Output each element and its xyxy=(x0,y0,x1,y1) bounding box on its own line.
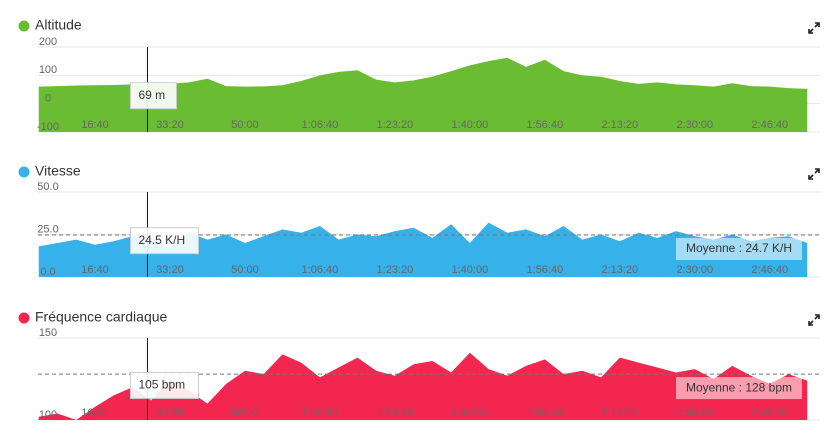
x-tick-label: 50:00 xyxy=(231,264,259,276)
y-tick-label: -100 xyxy=(37,121,59,133)
x-tick-label: 16:40 xyxy=(81,119,109,131)
tooltip: 24.5 K/H xyxy=(138,233,185,247)
x-tick-label: 1:40:00 xyxy=(452,264,489,276)
x-tick-label: 2:46:40 xyxy=(751,119,788,131)
x-tick-label: 1:56:40 xyxy=(526,119,563,131)
y-tick-label: 0 xyxy=(45,93,51,105)
x-tick-label: 2:13:20 xyxy=(601,119,638,131)
y-tick-label: 50.0 xyxy=(37,181,58,193)
expand-icon-arrows xyxy=(808,22,820,34)
x-tick-label: 33:20 xyxy=(156,264,184,276)
area xyxy=(38,57,808,133)
tooltip-box xyxy=(129,371,199,399)
legend-dot xyxy=(18,166,30,178)
x-tick-label: 1:06:40 xyxy=(302,119,339,131)
x-tick-label: 1:06:40 xyxy=(302,264,339,276)
expand-icon-arrows xyxy=(808,168,820,180)
x-tick-label: 2:30:00 xyxy=(676,119,713,131)
x-tick-label: 50:00 xyxy=(231,119,259,131)
area xyxy=(38,222,808,277)
x-tick-label: 2:46:40 xyxy=(751,264,788,276)
y-tick-label: 200 xyxy=(39,36,57,48)
chart-title: Fréquence cardiaque xyxy=(35,309,168,325)
area xyxy=(38,352,808,420)
x-tick-label: 1:40:00 xyxy=(452,407,489,419)
tooltip: 69 m xyxy=(138,88,165,102)
x-tick-label: 33:20 xyxy=(156,119,184,131)
legend-dot xyxy=(18,20,30,32)
x-tick-label: 50:00 xyxy=(231,407,259,419)
expand-icon[interactable] xyxy=(808,168,820,180)
x-tick-label: 1:56:40 xyxy=(526,407,563,419)
x-tick-label: 2:30:00 xyxy=(676,407,713,419)
average-label: Moyenne : 128 bpm xyxy=(686,380,792,394)
x-tick-label: 2:30:00 xyxy=(676,264,713,276)
x-tick-label: 1:56:40 xyxy=(526,264,563,276)
legend-dot xyxy=(18,312,30,324)
x-tick-label: 2:13:20 xyxy=(601,264,638,276)
tooltip: 105 bpm xyxy=(138,378,185,392)
tooltip-box xyxy=(129,82,177,110)
x-tick-label: 1:23:20 xyxy=(377,407,414,419)
y-tick-label: 150 xyxy=(39,327,57,339)
y-tick-label: 100 xyxy=(39,409,57,421)
x-tick-label: 1:40:00 xyxy=(452,119,489,131)
x-tick-label: 33:20 xyxy=(156,407,184,419)
x-tick-label: 16:40 xyxy=(81,264,109,276)
y-tick-label: 25.0 xyxy=(37,223,58,235)
average-box xyxy=(676,238,802,261)
x-tick-label: 16:40 xyxy=(81,407,109,419)
chart-title: Vitesse xyxy=(35,163,81,179)
expand-icon[interactable] xyxy=(808,314,820,326)
tooltip-box xyxy=(129,227,199,255)
x-tick-label: 1:23:20 xyxy=(377,264,414,276)
x-tick-label: 2:13:20 xyxy=(601,407,638,419)
x-tick-label: 1:23:20 xyxy=(377,119,414,131)
average-box xyxy=(676,377,802,400)
expand-icon-arrows xyxy=(808,314,820,326)
y-tick-label: 0.0 xyxy=(40,266,55,278)
expand-icon[interactable] xyxy=(808,22,820,34)
chart-title: Altitude xyxy=(35,17,82,33)
x-tick-label: 1:06:40 xyxy=(302,407,339,419)
y-tick-label: 100 xyxy=(39,64,57,76)
average-label: Moyenne : 24.7 K/H xyxy=(686,241,792,255)
x-tick-label: 2:46:40 xyxy=(751,407,788,419)
